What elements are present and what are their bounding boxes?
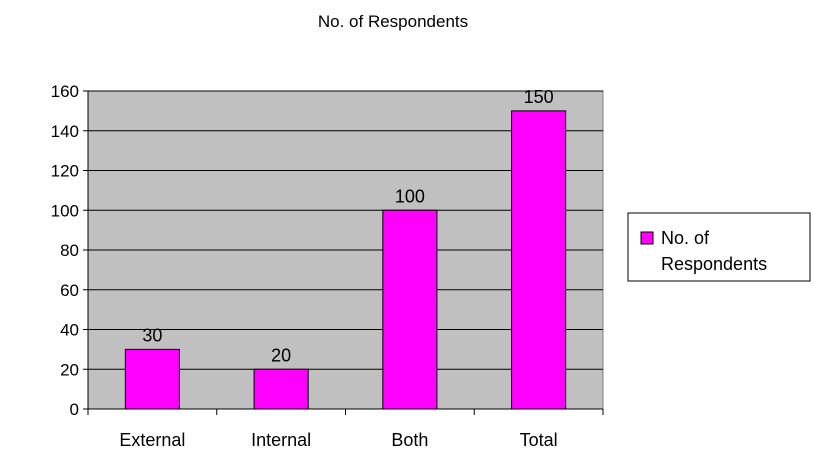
legend-swatch <box>640 231 654 245</box>
bar-both <box>382 209 438 410</box>
bar-external <box>124 348 180 410</box>
legend-box <box>627 212 811 282</box>
data-label-total: 150 <box>524 87 554 107</box>
y-tick-label: 60 <box>60 281 79 300</box>
chart-title: No. of Respondents <box>318 12 468 31</box>
data-label-both: 100 <box>395 186 425 206</box>
bar-internal <box>253 368 309 410</box>
data-labels: 30 20 100 150 <box>142 87 553 365</box>
y-tick-label: 120 <box>51 162 79 181</box>
y-tick-label: 140 <box>51 122 79 141</box>
y-tick-label: 100 <box>51 201 79 220</box>
bar-series <box>124 110 567 410</box>
bar-total <box>511 110 567 410</box>
y-tick-label: 20 <box>60 360 79 379</box>
legend-label-line-2: Respondents <box>661 254 767 274</box>
x-tick-label-both: Both <box>391 430 428 450</box>
y-tick-label: 80 <box>60 241 79 260</box>
y-tick-label: 0 <box>70 400 79 419</box>
data-label-internal: 20 <box>271 345 291 365</box>
x-tick-label-total: Total <box>520 430 558 450</box>
legend-label-line-1: No. of <box>661 228 710 248</box>
x-axis: External Internal Both Total <box>87 408 604 450</box>
data-label-external: 30 <box>142 325 162 345</box>
y-tick-label: 40 <box>60 321 79 340</box>
y-tick-label: 160 <box>51 82 79 101</box>
legend: No. of Respondents <box>627 212 811 282</box>
y-axis: 0 20 40 60 80 100 120 140 160 <box>51 82 89 419</box>
x-tick-label-external: External <box>119 430 185 450</box>
x-tick-label-internal: Internal <box>251 430 311 450</box>
